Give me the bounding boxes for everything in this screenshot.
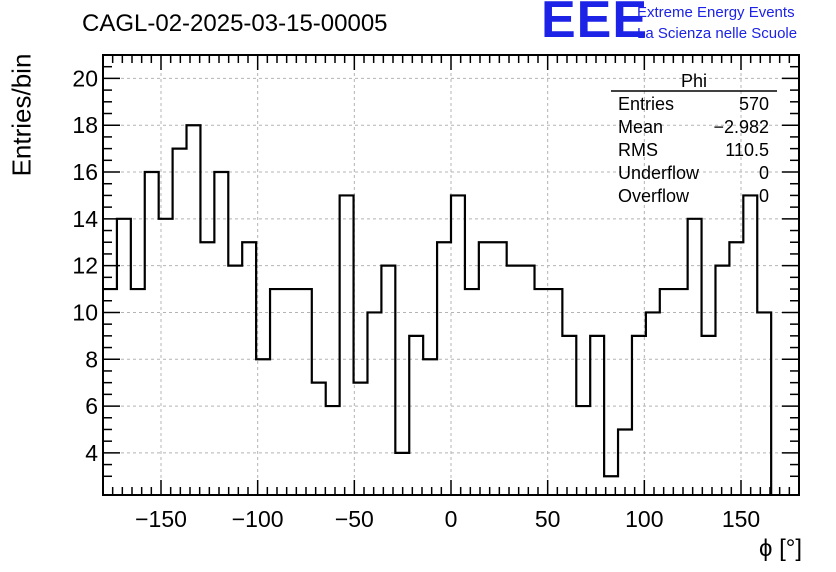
histogram-bin xyxy=(451,195,465,495)
histogram-bin xyxy=(409,336,423,495)
histogram-bin xyxy=(702,336,716,495)
histogram-bin xyxy=(326,406,340,495)
stats-label: Underflow xyxy=(618,163,700,183)
histogram-bin xyxy=(715,266,729,495)
histogram-bin xyxy=(646,312,660,495)
histogram-bin xyxy=(200,242,214,495)
stats-value: 0 xyxy=(759,186,769,206)
histogram-series xyxy=(103,124,773,495)
y-axis-label: Entries/bin xyxy=(6,53,37,177)
histogram-bin xyxy=(548,289,562,495)
stats-box: Phi Entries 570 Mean −2.982 RMS 110.5 Underflow… xyxy=(611,71,777,206)
histogram-bin xyxy=(688,219,702,495)
histogram-bin xyxy=(507,266,521,495)
histogram-bin xyxy=(173,149,187,495)
histogram-bin xyxy=(145,172,159,495)
y-tick-label: 12 xyxy=(72,253,98,279)
x-axis-label: ϕ [°] xyxy=(758,535,802,562)
stats-title: Phi xyxy=(681,71,707,91)
x-tick-label: 150 xyxy=(722,506,760,532)
histogram-bin xyxy=(743,195,757,495)
histogram-bin xyxy=(632,336,646,495)
axis-ticks: −150 −100 −50 0 50 100 150 4 6 8 10 12 14 16 18 20 xyxy=(72,55,799,532)
histogram-bin xyxy=(354,383,368,495)
histogram-bin xyxy=(284,289,298,495)
histogram-bin xyxy=(590,336,604,495)
y-tick-label: 10 xyxy=(72,299,98,325)
histogram-bin xyxy=(159,219,173,495)
histogram-bin xyxy=(256,359,270,495)
histogram-bin xyxy=(381,266,395,495)
logo-line-1: Extreme Energy Events xyxy=(637,4,795,21)
y-tick-label: 8 xyxy=(85,346,98,372)
histogram-bin xyxy=(660,289,674,495)
histogram-bin xyxy=(674,289,688,495)
histogram-bin xyxy=(214,172,228,495)
y-tick-label: 20 xyxy=(72,65,98,91)
y-tick-label: 14 xyxy=(72,206,98,232)
logo-line-2: La Scienza nelle Scuole xyxy=(637,25,798,42)
histogram-bin xyxy=(618,429,632,495)
histogram-bin xyxy=(312,383,326,495)
x-tick-label: −50 xyxy=(335,506,374,532)
histogram-bin xyxy=(340,195,354,495)
histogram-bin xyxy=(535,289,549,495)
y-tick-label: 18 xyxy=(72,112,98,138)
x-tick-label: −100 xyxy=(232,506,284,532)
histogram-bin xyxy=(562,336,576,495)
histogram-bin xyxy=(367,312,381,495)
histogram-line xyxy=(103,124,773,495)
x-tick-label: 50 xyxy=(535,506,561,532)
stats-label: Overflow xyxy=(618,186,690,206)
histogram-bin xyxy=(131,289,145,495)
histogram-bin xyxy=(437,242,451,495)
histogram-bin xyxy=(729,242,743,495)
histogram-bin xyxy=(521,266,535,495)
y-tick-label: 16 xyxy=(72,159,98,185)
histogram-bin xyxy=(187,125,201,495)
histogram-bin xyxy=(465,289,479,495)
y-tick-label: 6 xyxy=(85,393,98,419)
stats-value: 0 xyxy=(759,163,769,183)
eee-logo: EEE xyxy=(541,0,649,49)
stats-value: −2.982 xyxy=(713,117,769,137)
histogram-bin xyxy=(576,406,590,495)
x-tick-label: 100 xyxy=(625,506,663,532)
histogram-bin xyxy=(298,289,312,495)
histogram-bin xyxy=(423,359,437,495)
y-tick-label: 4 xyxy=(85,440,98,466)
x-tick-label: −150 xyxy=(135,506,187,532)
histogram-bin xyxy=(270,289,284,495)
stats-value: 110.5 xyxy=(725,140,769,160)
histogram-bin xyxy=(757,312,771,495)
histogram-bin xyxy=(228,266,242,495)
plot-title: CAGL-02-2025-03-15-00005 xyxy=(82,10,388,37)
stats-label: Entries xyxy=(618,94,674,114)
stats-label: Mean xyxy=(618,117,663,137)
histogram-bin xyxy=(493,242,507,495)
histogram-bin xyxy=(242,242,256,495)
stats-value: 570 xyxy=(739,94,769,114)
stats-label: RMS xyxy=(618,140,658,160)
x-tick-label: 0 xyxy=(445,506,458,532)
histogram-bin xyxy=(479,242,493,495)
